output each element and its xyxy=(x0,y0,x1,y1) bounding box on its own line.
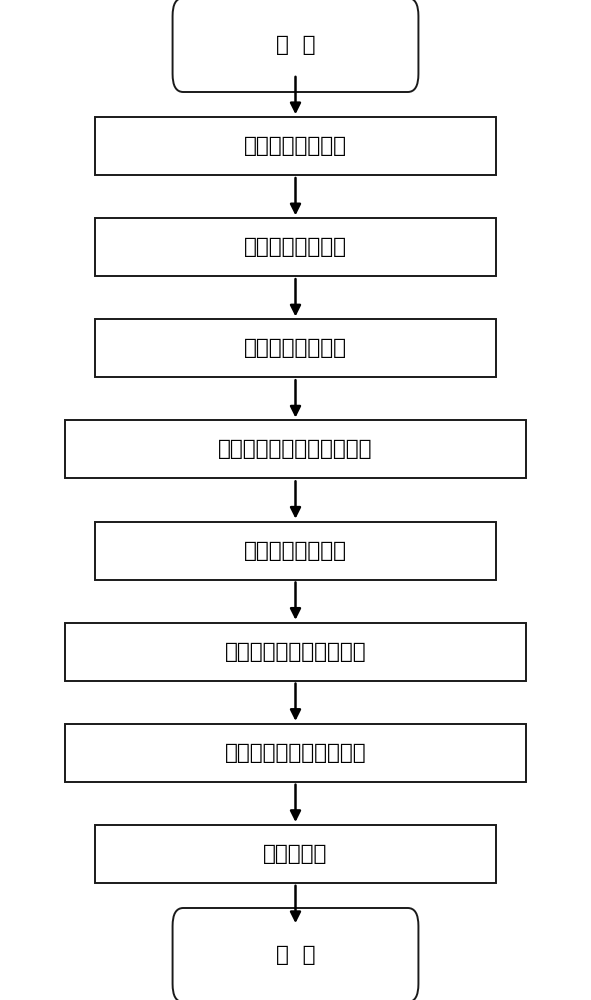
Text: 结  束: 结 束 xyxy=(276,945,315,965)
FancyBboxPatch shape xyxy=(173,0,418,92)
Text: 开  始: 开 始 xyxy=(276,35,315,55)
Text: 计算检测主体内的直方图: 计算检测主体内的直方图 xyxy=(225,642,366,662)
Text: 拍摄内墙红外热图: 拍摄内墙红外热图 xyxy=(244,136,347,156)
Text: 设定检测主体范围: 设定检测主体范围 xyxy=(244,338,347,358)
FancyBboxPatch shape xyxy=(95,218,496,276)
FancyBboxPatch shape xyxy=(95,319,496,377)
FancyBboxPatch shape xyxy=(173,908,418,1000)
Text: 红外热图全景拼接: 红外热图全景拼接 xyxy=(244,237,347,257)
FancyBboxPatch shape xyxy=(95,825,496,883)
FancyBboxPatch shape xyxy=(65,724,526,782)
FancyBboxPatch shape xyxy=(65,420,526,478)
Text: 标记检测点: 标记检测点 xyxy=(264,844,327,864)
Text: 选定检测点放置的温度带: 选定检测点放置的温度带 xyxy=(225,743,366,763)
FancyBboxPatch shape xyxy=(95,117,496,175)
Text: 生成并另存等温图: 生成并另存等温图 xyxy=(244,541,347,561)
FancyBboxPatch shape xyxy=(65,623,526,681)
FancyBboxPatch shape xyxy=(95,522,496,580)
Text: 设定温度带温度范围及颜色: 设定温度带温度范围及颜色 xyxy=(218,439,373,459)
